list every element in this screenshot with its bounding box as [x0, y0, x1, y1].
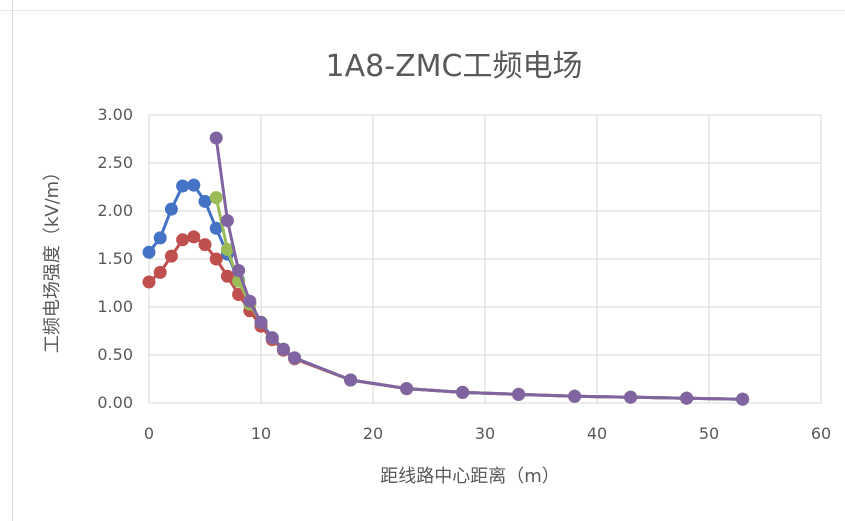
- series-2-point: [220, 269, 234, 283]
- x-tick-labels: 0 10 20 30 40 50 60: [144, 424, 831, 443]
- y-tick-label: 1.00: [97, 297, 133, 316]
- series-4-point: [254, 315, 268, 329]
- series-4-point: [344, 373, 358, 387]
- series-1-point: [153, 231, 167, 245]
- series-layer: [142, 131, 750, 406]
- y-tick-label: 2.50: [97, 153, 133, 172]
- y-tick-label: 1.50: [97, 249, 133, 268]
- grid-lines: [148, 114, 822, 404]
- series-2-point: [198, 238, 212, 252]
- series-4: [209, 131, 750, 406]
- series-4-point: [276, 342, 290, 356]
- x-tick-label: 50: [699, 424, 719, 443]
- series-4-point: [220, 214, 234, 228]
- series-4-point: [400, 382, 414, 396]
- series-4-point: [624, 390, 638, 404]
- series-4-point: [243, 294, 257, 308]
- y-tick-label: 2.00: [97, 201, 133, 220]
- series-4-line: [214, 137, 743, 401]
- series-1-point: [187, 178, 201, 192]
- series-1-point: [176, 179, 190, 193]
- series-3-line: [214, 197, 743, 401]
- series-1-point: [164, 202, 178, 216]
- frame-edge-top: [0, 10, 845, 11]
- x-tick-label: 10: [251, 424, 271, 443]
- series-1-point: [209, 221, 223, 235]
- y-axis-label: 工频电场强度（kV/m）: [42, 163, 63, 353]
- series-2-point: [153, 265, 167, 279]
- series-3-point: [209, 191, 223, 205]
- series-4-point: [265, 331, 279, 345]
- x-tick-label: 20: [363, 424, 383, 443]
- series-4-point: [736, 392, 750, 406]
- series-4-point: [288, 351, 302, 365]
- series-3-point: [220, 242, 234, 256]
- y-tick-label: 3.00: [97, 105, 133, 124]
- series-2-point: [142, 275, 156, 289]
- series-4-point: [512, 387, 526, 401]
- series-2-point: [232, 288, 246, 301]
- series-1-point: [198, 194, 212, 208]
- series-4-point: [456, 385, 470, 399]
- series-4-point: [680, 391, 694, 405]
- chart-title: 1A8-ZMC工频电场: [326, 49, 583, 84]
- x-tick-label: 40: [587, 424, 607, 443]
- x-tick-label: 60: [811, 424, 831, 443]
- series-2-point: [209, 252, 223, 266]
- x-axis-label: 距线路中心距离（m）: [380, 466, 560, 487]
- series-4-point: [209, 131, 223, 145]
- x-tick-label: 0: [144, 424, 154, 443]
- series-2: [142, 230, 750, 406]
- series-2-point: [164, 249, 178, 263]
- series-1-point: [142, 245, 156, 259]
- y-tick-label: 0.50: [97, 345, 133, 364]
- series-4-point: [232, 264, 246, 277]
- series-2-point: [187, 230, 201, 244]
- series-2-point: [176, 233, 190, 247]
- x-tick-label: 30: [475, 424, 495, 443]
- y-tick-labels: 0.00 0.50 1.00 1.50 2.00 2.50 3.00: [97, 105, 133, 412]
- frame-edge-left: [12, 0, 13, 521]
- series-3: [209, 191, 750, 406]
- series-4-point: [568, 389, 582, 403]
- y-tick-label: 0.00: [97, 393, 133, 412]
